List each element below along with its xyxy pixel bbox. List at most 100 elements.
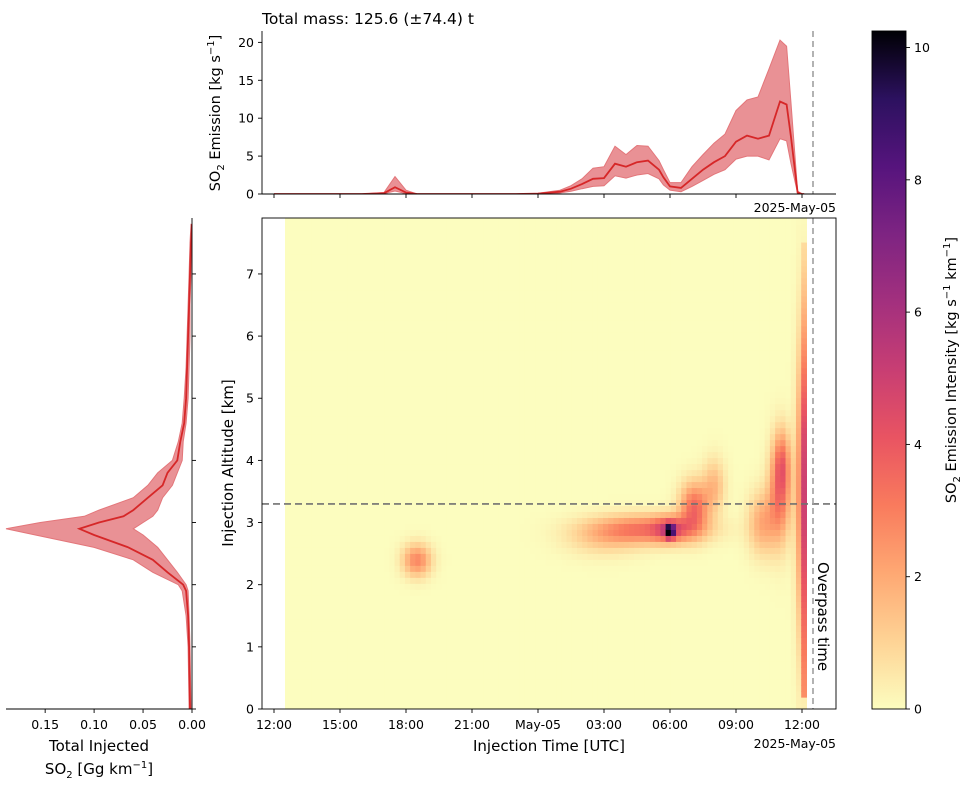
heatmap-cell [300,229,307,237]
heatmap-cell [597,691,604,698]
heatmap-cell [436,523,443,530]
heatmap-cell [493,277,500,285]
heatmap-cell [472,218,479,225]
heatmap-cell [373,679,380,686]
heatmap-cell [472,445,479,453]
heatmap-cell [493,577,500,584]
heatmap-cell [556,457,562,465]
heatmap-cell [576,325,583,333]
heatmap-cell [378,451,385,459]
heatmap-cell [467,583,474,590]
heatmap-cell [404,301,411,309]
heatmap-cell [530,661,536,668]
heatmap-cell [524,229,531,237]
heatmap-cell [540,421,547,429]
heatmap-cell [535,307,542,315]
heatmap-cell [483,565,489,572]
heatmap-cell [467,271,474,279]
heatmap-cell [295,685,302,692]
heatmap-cell [311,325,317,333]
heatmap-cell [331,331,338,339]
heatmap-cell [290,571,297,578]
heatmap-cell [399,277,406,285]
heatmap-cell [524,649,531,656]
heatmap-cell [467,493,474,501]
heatmap-cell [472,355,479,363]
heatmap-cell [561,517,568,524]
heatmap-cell [436,661,443,668]
heatmap-cell [467,565,474,572]
heatmap-cell [290,541,297,548]
heatmap-cell [477,649,484,656]
heatmap-cell [285,403,291,411]
heatmap-cell [488,265,495,273]
heatmap-cell [305,319,312,327]
heatmap-cell [430,283,437,291]
heatmap-cell [556,571,562,578]
heatmap-cell [331,517,338,524]
heatmap-cell [305,391,312,399]
heatmap-cell [582,499,589,507]
heatmap-cell [483,541,489,548]
heatmap-cell [545,589,552,596]
heatmap-cell [384,583,390,590]
heatmap-cell [347,541,354,548]
heatmap-cell [462,661,469,668]
heatmap-cell [519,589,526,596]
heatmap-cell [576,373,583,381]
heatmap-cell [410,565,416,572]
heatmap-cell [358,343,364,351]
heatmap-cell [545,679,552,686]
heatmap-cell [446,361,453,369]
heatmap-cell [592,301,599,309]
heatmap-cell [441,637,448,644]
heatmap-cell [415,241,422,249]
heatmap-cell [295,409,302,417]
heatmap-cell [451,619,458,626]
heatmap-cell [316,475,323,483]
heatmap-cell [410,439,416,447]
heatmap-cell [467,499,474,507]
heatmap-cell [451,307,458,315]
heatmap-cell [295,595,302,602]
heatmap-cell [331,415,338,423]
heatmap-cell [597,595,604,602]
heatmap-cell [436,313,443,321]
heatmap-cell [582,319,589,327]
heatmap-cell [331,589,338,596]
heatmap-cell [587,559,594,566]
heatmap-cell [378,445,385,453]
heatmap-cell [477,319,484,327]
heatmap-cell [316,433,323,441]
heatmap-cell [571,295,578,303]
heatmap-cell [550,601,557,608]
heatmap-cell [498,643,505,650]
heatmap-cell [305,667,312,674]
heatmap-cell [342,427,349,435]
heatmap-cell [462,613,469,620]
heatmap-cell [566,218,573,225]
heatmap-cell [576,499,583,507]
heatmap-cell [472,277,479,285]
heatmap-cell [389,218,396,225]
heatmap-cell [457,607,463,614]
heatmap-cell [514,373,521,381]
heatmap-cell [326,433,333,441]
heatmap-cell [331,373,338,381]
heatmap-cell [467,523,474,530]
heatmap-cell [305,565,312,572]
heatmap-cell [530,253,536,261]
heatmap-cell [535,445,542,453]
heatmap-cell [556,679,562,686]
heatmap-cell [373,337,380,345]
heatmap-cell [597,655,604,662]
heatmap-cell [430,319,437,327]
heatmap-cell [436,475,443,483]
heatmap-cell [305,325,312,333]
heatmap-cell [582,697,589,704]
heatmap-cell [488,607,495,614]
heatmap-cell [519,379,526,387]
heatmap-cell [300,307,307,315]
heatmap-cell [441,661,448,668]
heatmap-cell [394,691,401,698]
